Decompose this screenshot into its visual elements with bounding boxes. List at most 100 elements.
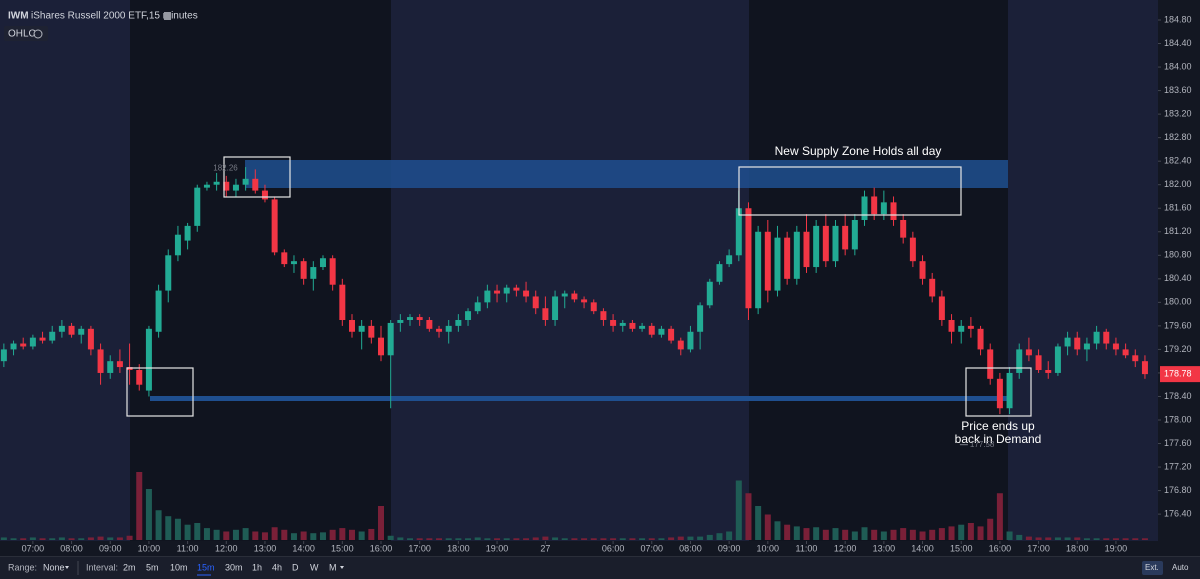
volume-bar bbox=[716, 533, 723, 540]
candle-body bbox=[523, 290, 530, 297]
candle-body bbox=[348, 320, 355, 332]
volume-bar bbox=[958, 524, 965, 540]
volume-bar bbox=[155, 510, 162, 540]
candle-body bbox=[232, 184, 239, 191]
candle-body bbox=[996, 378, 1003, 409]
interval-option[interactable]: D bbox=[292, 562, 299, 572]
candle-body bbox=[378, 337, 385, 356]
eye-icon[interactable] bbox=[33, 29, 43, 39]
candle-body bbox=[967, 325, 974, 329]
candle-body bbox=[861, 196, 868, 220]
volume-bar bbox=[581, 538, 588, 540]
volume-bar bbox=[774, 521, 781, 540]
y-tick-label: 184.80 bbox=[1164, 14, 1192, 24]
high-marker: 182.26 bbox=[213, 164, 238, 173]
candle-body bbox=[1122, 349, 1129, 356]
volume-bar bbox=[165, 516, 172, 540]
candle-body bbox=[1132, 355, 1139, 362]
price-axis bbox=[1158, 0, 1200, 541]
candle-body bbox=[581, 299, 588, 303]
candle-body bbox=[116, 361, 123, 368]
candle-body bbox=[1064, 337, 1071, 347]
y-tick-label: 178.40 bbox=[1164, 391, 1192, 401]
candle-body bbox=[745, 208, 752, 309]
candle-body bbox=[358, 325, 365, 332]
volume-bar bbox=[271, 527, 278, 540]
candle-body bbox=[407, 317, 414, 320]
toolbar-button[interactable]: Ext. bbox=[1145, 563, 1159, 572]
volume-bar bbox=[880, 531, 887, 540]
interval-option[interactable]: 15m bbox=[197, 562, 215, 572]
volume-bar bbox=[938, 528, 945, 540]
volume-bar bbox=[329, 529, 336, 540]
candle-body bbox=[68, 325, 75, 335]
y-tick-label: 184.00 bbox=[1164, 61, 1192, 71]
volume-bar bbox=[261, 532, 268, 540]
candle-body bbox=[310, 267, 317, 279]
candle-body bbox=[165, 255, 172, 291]
dropdown-arrow[interactable] bbox=[65, 566, 69, 569]
volume-bar bbox=[445, 538, 452, 540]
y-tick-label: 182.40 bbox=[1164, 156, 1192, 166]
interval-option[interactable]: 1h bbox=[252, 562, 262, 572]
candle-body bbox=[600, 311, 607, 320]
y-tick-label: 182.00 bbox=[1164, 179, 1192, 189]
interval-option[interactable]: W bbox=[310, 562, 319, 572]
volume-bar bbox=[281, 529, 288, 540]
candle-body bbox=[900, 220, 907, 238]
interval-option[interactable]: 10m bbox=[170, 562, 188, 572]
dropdown-arrow[interactable] bbox=[340, 566, 344, 569]
volume-bar bbox=[416, 538, 423, 540]
volume-bar bbox=[310, 533, 317, 540]
toolbar-button[interactable]: Auto bbox=[1172, 563, 1189, 572]
volume-bar bbox=[397, 537, 404, 540]
candle-body bbox=[1141, 361, 1148, 375]
candle-body bbox=[822, 225, 829, 262]
candle-body bbox=[20, 343, 27, 347]
range-value[interactable]: None bbox=[43, 562, 65, 572]
interval-option[interactable]: M bbox=[329, 562, 337, 572]
volume-bar bbox=[145, 489, 152, 540]
interval-option[interactable]: 4h bbox=[272, 562, 282, 572]
y-tick-label: 179.60 bbox=[1164, 320, 1192, 330]
x-tick-label: 06:00 bbox=[602, 543, 625, 553]
volume-bar bbox=[639, 538, 646, 540]
candle-body bbox=[339, 284, 346, 320]
volume-bar bbox=[1064, 537, 1071, 540]
toolbar bbox=[0, 557, 1200, 579]
volume-bar bbox=[561, 538, 568, 540]
candle-body bbox=[455, 320, 462, 326]
y-tick-label: 176.80 bbox=[1164, 485, 1192, 495]
x-tick-label: 13:00 bbox=[873, 543, 896, 553]
candle-body bbox=[300, 261, 307, 279]
volume-bar bbox=[68, 538, 75, 540]
interval-option[interactable]: 30m bbox=[225, 562, 243, 572]
marks bbox=[0, 167, 1148, 540]
x-tick-label: 07:00 bbox=[641, 543, 664, 553]
candle-body bbox=[909, 237, 916, 262]
volume-bar bbox=[242, 528, 249, 540]
candle-body bbox=[987, 349, 994, 379]
legend-label[interactable]: OHLC bbox=[8, 29, 36, 40]
x-tick-label: 14:00 bbox=[911, 543, 934, 553]
volume-bar bbox=[871, 529, 878, 540]
candle-body bbox=[542, 308, 549, 320]
interval-option[interactable]: 5m bbox=[146, 562, 159, 572]
volume-bar bbox=[523, 538, 530, 540]
candle-body bbox=[1074, 337, 1081, 350]
candle-body bbox=[397, 320, 404, 323]
interval-option[interactable]: 2m bbox=[123, 562, 136, 572]
candle-body bbox=[871, 196, 878, 215]
volume-bar bbox=[590, 538, 597, 540]
x-tick-label: 08:00 bbox=[60, 543, 83, 553]
y-tick-label: 176.40 bbox=[1164, 508, 1192, 518]
volume-bar bbox=[252, 531, 259, 540]
volume-bar bbox=[1025, 536, 1032, 540]
volume-bar bbox=[78, 538, 85, 540]
volume-bar bbox=[697, 536, 704, 540]
button-bg[interactable] bbox=[1142, 561, 1163, 575]
volume-bar bbox=[629, 538, 636, 540]
volume-bar bbox=[474, 537, 481, 540]
candle-body bbox=[503, 287, 510, 294]
candle-body bbox=[832, 225, 839, 262]
